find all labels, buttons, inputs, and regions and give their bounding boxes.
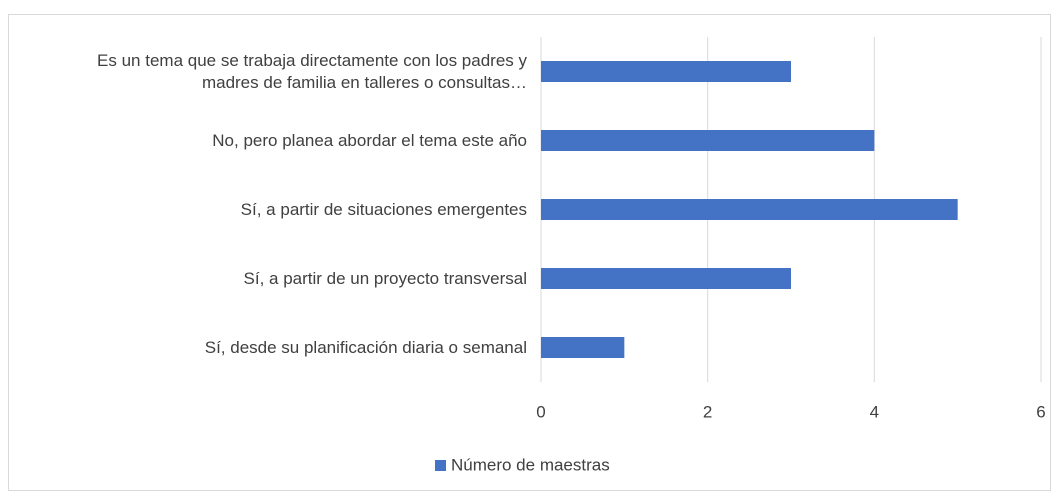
x-tick-label: 0 (536, 402, 545, 421)
x-tick-label: 4 (870, 402, 879, 421)
y-tick-label: Es un tema que se trabaja directamente c… (97, 50, 527, 92)
x-tick-label: 6 (1036, 402, 1045, 421)
y-tick-label: No, pero planea abordar el tema este año (212, 130, 527, 150)
chart-border (8, 14, 1051, 491)
bar (541, 337, 625, 358)
bar (541, 199, 958, 220)
y-tick-label: Sí, a partir de situaciones emergentes (240, 199, 527, 219)
y-tick-label: Sí, a partir de un proyecto transversal (243, 268, 527, 288)
legend-label: Número de maestras (451, 455, 610, 474)
y-tick-label: Sí, desde su planificación diaria o sema… (204, 337, 527, 357)
bar (541, 61, 791, 82)
bar (541, 130, 875, 151)
legend-swatch (435, 460, 446, 471)
x-tick-label: 2 (703, 402, 712, 421)
bar (541, 268, 791, 289)
